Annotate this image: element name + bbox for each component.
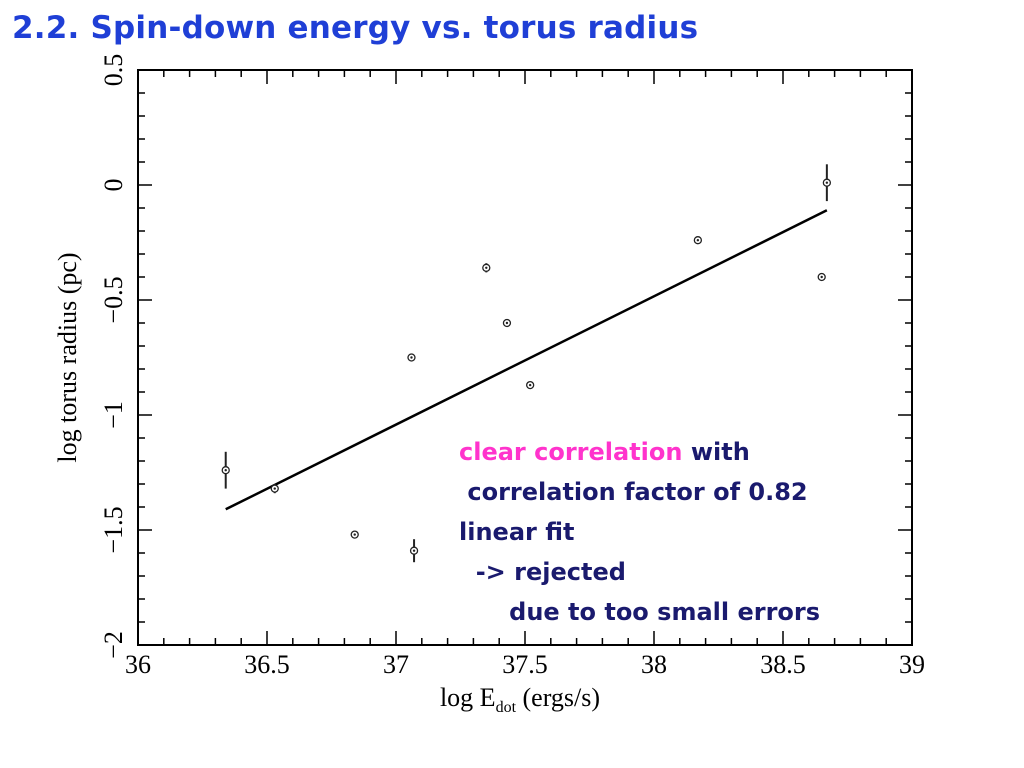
data-point-center [506,322,508,324]
x-tick-label: 37 [383,650,409,679]
y-tick-label: −1 [99,401,128,429]
scatter-chart: 36 36.5 37 37.5 38 38.5 39 −2 −1.5 −1 −0.5 0 0.5 log … [0,0,1024,768]
data-point-center [826,182,828,184]
data-point-center [485,267,487,269]
x-tick-label: 36 [125,650,151,679]
data-point-center [821,276,823,278]
y-tick-label: 0.5 [99,54,128,87]
x-tick-label: 38 [641,650,667,679]
annotation-text: clear correlation with correlation facto… [459,432,820,632]
annotation-line4: -> rejected [459,558,626,586]
x-axis-label: log Edot (ergs/s) [440,683,600,716]
y-tick-label: −0.5 [99,276,128,323]
data-point-center [225,469,227,471]
y-tick-label: −1.5 [99,506,128,553]
x-tick-label: 36.5 [244,650,290,679]
y-tick-label: 0 [99,179,128,192]
data-point-center [697,239,699,241]
annotation-highlight: clear correlation [459,438,682,466]
x-tick-label: 39 [899,650,925,679]
annotation-line1-rest: with [682,438,749,466]
y-axis-label: log torus radius (pc) [53,252,82,462]
x-tick-label: 37.5 [502,650,548,679]
y-tick-label: −2 [99,631,128,659]
data-point-center [274,487,276,489]
data-point-center [413,550,415,552]
data-point-center [529,384,531,386]
annotation-line2: correlation factor of 0.82 [459,478,808,506]
annotation-line3: linear fit [459,518,574,546]
annotation-line5: due to too small errors [459,598,820,626]
data-point-center [354,533,356,535]
x-tick-label: 38.5 [760,650,806,679]
data-point-center [410,356,412,358]
